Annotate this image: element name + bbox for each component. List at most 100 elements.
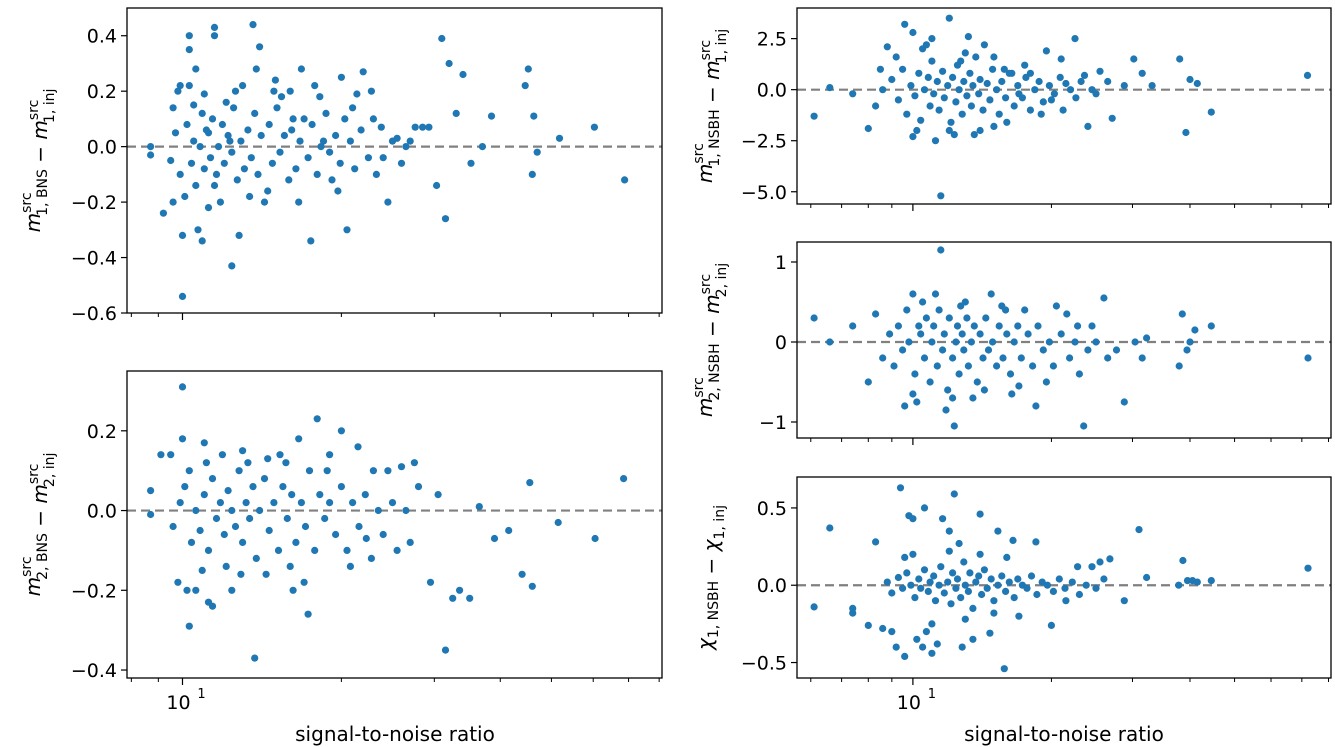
data-point (1002, 587, 1010, 596)
data-point (372, 170, 380, 178)
data-point (341, 115, 349, 123)
data-point (1193, 79, 1201, 88)
data-point (521, 82, 529, 90)
data-point (183, 586, 191, 594)
data-point (1043, 581, 1051, 589)
data-point (944, 386, 952, 394)
data-point (280, 131, 288, 140)
data-point (961, 298, 969, 306)
x-axis-label-right: signal-to-noise ratio (964, 722, 1164, 746)
data-point (979, 354, 987, 362)
data-point (311, 82, 319, 90)
data-point (379, 154, 387, 162)
data-point (1014, 575, 1022, 583)
data-point (969, 604, 977, 613)
data-point (993, 362, 1001, 370)
data-point (326, 148, 334, 156)
data-point (905, 338, 913, 346)
data-point (826, 338, 834, 346)
data-point (351, 165, 359, 173)
data-point (316, 491, 324, 499)
y-tick-label: −1 (759, 412, 787, 434)
data-point (883, 578, 891, 586)
data-point (1009, 536, 1017, 545)
data-point (1106, 555, 1114, 563)
data-point (200, 90, 208, 98)
data-point (966, 569, 974, 577)
data-point (620, 475, 628, 483)
data-point (1059, 106, 1067, 114)
data-point (260, 198, 269, 206)
data-point (1104, 77, 1112, 86)
data-point (978, 590, 986, 599)
data-point (888, 589, 896, 597)
data-point (1057, 55, 1065, 63)
data-point (983, 584, 991, 592)
data-point (1000, 665, 1008, 673)
data-point (526, 479, 534, 487)
panel-nsbh-m1: 2.5 0.0 −2.5 −5.0 msrc1, NSBH − msrc1, inj (691, 7, 1332, 211)
data-point (909, 28, 917, 37)
data-point (1050, 90, 1058, 98)
data-point (872, 102, 880, 110)
data-point (1033, 590, 1041, 599)
data-point (990, 609, 998, 617)
data-point (237, 570, 245, 578)
data-point (1052, 302, 1060, 310)
data-point (1056, 73, 1064, 81)
data-point (958, 330, 966, 338)
data-point (944, 578, 952, 586)
data-point (264, 455, 272, 463)
data-point (210, 32, 219, 40)
data-point (911, 92, 919, 100)
data-point (1021, 306, 1029, 314)
data-point (1071, 338, 1079, 346)
axes-frame (126, 7, 663, 314)
data-point (886, 330, 894, 338)
data-point (810, 314, 818, 322)
data-point (1024, 330, 1032, 338)
data-point (183, 120, 191, 129)
data-point (406, 137, 414, 145)
data-point (1084, 346, 1092, 354)
data-point (323, 467, 331, 475)
data-point (487, 112, 496, 120)
data-point (307, 237, 315, 245)
data-point (1182, 128, 1190, 137)
data-point (945, 527, 953, 535)
data-point (256, 506, 264, 515)
data-point (445, 59, 453, 68)
data-point (247, 154, 255, 162)
data-point (937, 246, 945, 254)
data-point (1075, 370, 1083, 378)
data-point (909, 290, 917, 298)
data-point (926, 578, 934, 586)
data-point (949, 394, 957, 402)
data-point (322, 109, 330, 117)
data-point (849, 322, 857, 330)
data-point (980, 566, 989, 574)
data-point (260, 475, 269, 483)
data-point (353, 90, 361, 98)
data-point (1022, 73, 1030, 81)
data-point (890, 362, 898, 370)
data-point (955, 86, 963, 94)
data-point (1037, 110, 1045, 118)
data-point (935, 306, 943, 314)
data-point (935, 581, 943, 589)
data-point (295, 198, 303, 206)
data-point (178, 231, 187, 239)
data-point (332, 131, 340, 140)
y-tick-label: 0.0 (757, 80, 787, 102)
data-point (518, 570, 526, 578)
data-point (377, 123, 385, 131)
data-point (1080, 422, 1088, 430)
y-tick-label: −0.5 (741, 653, 787, 675)
data-point (986, 96, 994, 104)
data-point (976, 126, 984, 135)
data-point (1120, 597, 1128, 605)
data-point (411, 123, 419, 131)
y-tick-label: 0.0 (87, 137, 117, 159)
data-point (1193, 578, 1201, 586)
y-tick-label: −0.4 (71, 248, 117, 270)
